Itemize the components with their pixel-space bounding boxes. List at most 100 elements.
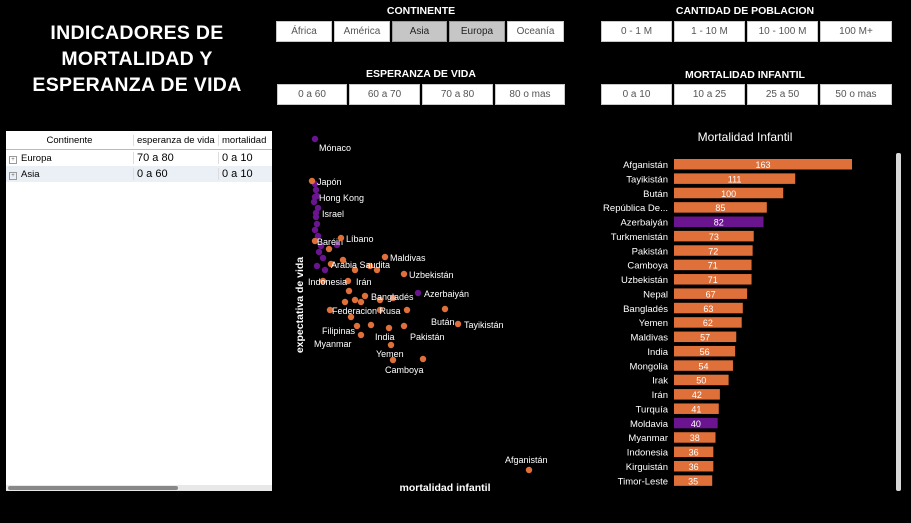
column-header[interactable]: mortalidad <box>218 134 272 146</box>
scatter-point[interactable] <box>361 292 369 300</box>
bar[interactable] <box>674 460 714 472</box>
scrollbar-thumb[interactable] <box>8 486 178 490</box>
scatter-point[interactable] <box>312 186 320 194</box>
esperanza-option[interactable]: 70 a 80 <box>422 84 493 105</box>
bar[interactable] <box>674 274 752 285</box>
scatter-point[interactable] <box>325 245 333 253</box>
scatter-point[interactable] <box>347 313 355 321</box>
scatter-point[interactable] <box>389 356 397 364</box>
scatter-point[interactable] <box>311 237 319 245</box>
scatter-point[interactable] <box>339 256 347 264</box>
scatter-point[interactable] <box>357 298 365 306</box>
scatter-point[interactable] <box>381 253 389 261</box>
scatter-point[interactable] <box>353 322 361 330</box>
continente-option[interactable]: Europa <box>449 21 505 42</box>
scatter-point[interactable] <box>387 341 395 349</box>
column-header[interactable]: Continente <box>46 134 93 146</box>
scatter-point[interactable] <box>310 198 318 206</box>
scatter-point[interactable] <box>341 298 349 306</box>
bar[interactable] <box>674 374 729 386</box>
scatter-point[interactable] <box>403 306 411 314</box>
bar[interactable] <box>674 216 764 228</box>
bar[interactable] <box>674 403 719 414</box>
bar[interactable] <box>674 187 784 199</box>
bar[interactable] <box>674 245 753 256</box>
continente-option[interactable]: África <box>276 21 332 42</box>
bar-chart-scrollbar[interactable] <box>896 153 901 491</box>
scatter-point[interactable] <box>314 232 322 240</box>
scatter-point[interactable] <box>317 242 325 250</box>
scatter-point[interactable] <box>357 331 365 339</box>
scatter-point[interactable] <box>311 193 319 201</box>
scatter-point[interactable] <box>385 324 393 332</box>
mortalidad-option[interactable]: 10 a 25 <box>674 84 745 105</box>
mortalidad-option[interactable]: 50 o mas <box>820 84 892 105</box>
scatter-point[interactable] <box>313 220 321 228</box>
scatter-point[interactable] <box>345 287 353 295</box>
scatter-point[interactable] <box>454 320 462 328</box>
scatter-point[interactable] <box>337 234 345 242</box>
scatter-point[interactable] <box>400 322 408 330</box>
bar[interactable] <box>674 159 852 170</box>
scatter-point[interactable] <box>311 135 319 143</box>
scatter-point[interactable] <box>333 241 341 249</box>
scatter-point[interactable] <box>441 305 449 313</box>
scatter-point[interactable] <box>366 262 374 270</box>
expand-icon[interactable]: + <box>9 155 17 164</box>
table-row[interactable]: + Europa 70 a 80 0 a 10 <box>6 150 272 166</box>
poblacion-option[interactable]: 1 - 10 M <box>674 21 745 42</box>
scatter-point[interactable] <box>400 270 408 278</box>
bar[interactable] <box>674 389 720 400</box>
bar[interactable] <box>674 475 713 486</box>
continente-option[interactable]: Oceanía <box>507 21 564 42</box>
table-row[interactable]: + Asia 0 a 60 0 a 10 <box>6 166 272 182</box>
scatter-point[interactable] <box>344 277 352 285</box>
bar[interactable] <box>674 331 737 343</box>
scatter-point[interactable] <box>321 266 329 274</box>
bar[interactable] <box>674 417 718 429</box>
expand-icon[interactable]: + <box>9 171 17 180</box>
scatter-point[interactable] <box>308 177 316 185</box>
scatter-point[interactable] <box>351 266 359 274</box>
bar[interactable] <box>674 345 736 357</box>
scatter-point[interactable] <box>525 466 533 474</box>
column-header[interactable]: esperanza de vida <box>133 134 218 146</box>
scatter-point[interactable] <box>314 204 322 212</box>
bar[interactable] <box>674 288 748 299</box>
scatter-point[interactable] <box>327 260 335 268</box>
scatter-point[interactable] <box>313 262 321 270</box>
continente-option[interactable]: América <box>334 21 390 42</box>
table-horizontal-scrollbar[interactable] <box>6 485 272 491</box>
bar[interactable] <box>674 360 733 371</box>
scatter-point[interactable] <box>389 294 397 302</box>
esperanza-option[interactable]: 0 a 60 <box>277 84 347 105</box>
scatter-point[interactable] <box>311 226 319 234</box>
scatter-point[interactable] <box>373 266 381 274</box>
scatter-point[interactable] <box>367 321 375 329</box>
poblacion-option[interactable]: 100 M+ <box>820 21 892 42</box>
bar[interactable] <box>674 446 714 458</box>
esperanza-option[interactable]: 80 o mas <box>495 84 565 105</box>
bar[interactable] <box>674 202 767 213</box>
scatter-point[interactable] <box>319 277 327 285</box>
scatter-point[interactable] <box>326 306 334 314</box>
mortalidad-option[interactable]: 0 a 10 <box>601 84 672 105</box>
continente-option[interactable]: Asia <box>392 21 447 42</box>
scatter-point[interactable] <box>419 355 427 363</box>
bar[interactable] <box>674 230 754 242</box>
scatter-point[interactable] <box>319 254 327 262</box>
scatter-point[interactable] <box>414 289 422 297</box>
poblacion-option[interactable]: 10 - 100 M <box>747 21 818 42</box>
bar[interactable] <box>674 432 716 443</box>
scatter-point[interactable] <box>376 306 384 314</box>
esperanza-option[interactable]: 60 a 70 <box>349 84 420 105</box>
poblacion-option[interactable]: 0 - 1 M <box>601 21 672 42</box>
scatter-point[interactable] <box>312 209 320 217</box>
bar[interactable] <box>674 302 743 314</box>
bar[interactable] <box>674 173 796 184</box>
scatter-point[interactable] <box>351 296 359 304</box>
mortalidad-option[interactable]: 25 a 50 <box>747 84 818 105</box>
bar[interactable] <box>674 317 742 328</box>
scatter-point[interactable] <box>315 248 323 256</box>
scatter-point[interactable] <box>376 296 384 304</box>
